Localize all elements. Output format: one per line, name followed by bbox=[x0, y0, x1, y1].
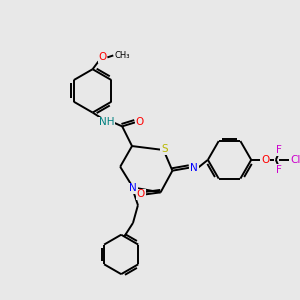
Text: O: O bbox=[137, 189, 145, 199]
Text: O: O bbox=[98, 52, 106, 62]
Text: NH: NH bbox=[99, 117, 114, 128]
Text: F: F bbox=[276, 165, 282, 175]
Text: F: F bbox=[276, 145, 282, 155]
Text: O: O bbox=[261, 155, 269, 165]
Text: N: N bbox=[129, 183, 137, 194]
Text: CH₃: CH₃ bbox=[114, 51, 130, 60]
Text: S: S bbox=[161, 144, 168, 154]
Text: N: N bbox=[190, 163, 198, 173]
Text: O: O bbox=[136, 117, 144, 128]
Text: Cl: Cl bbox=[290, 155, 300, 165]
